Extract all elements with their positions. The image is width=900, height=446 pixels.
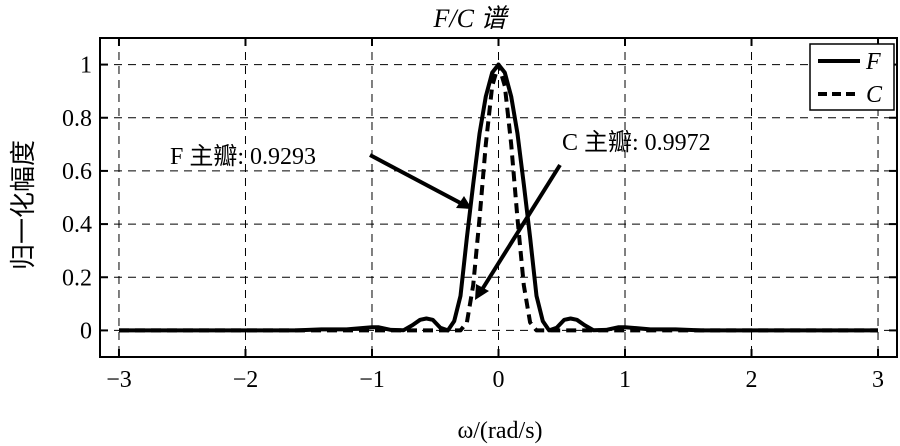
y-tick-label-3: 0.6	[62, 159, 92, 185]
x-tick-label-1: −2	[233, 367, 259, 393]
legend-label-f: F	[865, 49, 881, 75]
series-group	[119, 62, 878, 333]
x-axis: −3 −2 −1 0 1 2 3	[106, 38, 884, 393]
annotation-c-mainlobe: C 主瓣: 0.9972	[562, 129, 711, 156]
y-tick-label-4: 0.8	[62, 106, 92, 132]
series-line-c	[119, 62, 878, 333]
y-axis-label: 归一化幅度	[9, 140, 38, 270]
y-tick-label-2: 0.4	[62, 212, 92, 238]
annotation-f-mainlobe: F 主瓣: 0.9293	[170, 143, 316, 170]
x-tick-label-0: −3	[106, 367, 132, 393]
annotation-c-arrow	[476, 163, 562, 298]
chart-title: F/C 谱	[433, 4, 510, 33]
x-tick-label-6: 3	[872, 367, 884, 393]
x-tick-label-5: 2	[746, 367, 758, 393]
y-tick-label-0: 0	[80, 318, 92, 344]
annotation-f-arrowhead	[456, 196, 472, 209]
x-tick-label-2: −1	[359, 367, 385, 393]
x-axis-label: ω/(rad/s)	[457, 418, 542, 444]
x-tick-label-3: 0	[493, 367, 505, 393]
legend-box	[809, 43, 895, 111]
y-tick-label-1: 0.2	[62, 265, 92, 291]
grid	[100, 38, 897, 357]
x-tick-label-4: 1	[619, 367, 631, 393]
annotation-f-arrow	[369, 153, 469, 209]
annotation-c-arrowhead	[475, 284, 489, 300]
annotations: F 主瓣: 0.9293 C 主瓣: 0.9972	[170, 129, 711, 300]
legend: F C	[809, 43, 895, 111]
y-tick-label-5: 1	[80, 53, 92, 79]
y-axis: 0 0.2 0.4 0.6 0.8 1	[62, 53, 897, 344]
legend-label-c: C	[866, 82, 883, 108]
